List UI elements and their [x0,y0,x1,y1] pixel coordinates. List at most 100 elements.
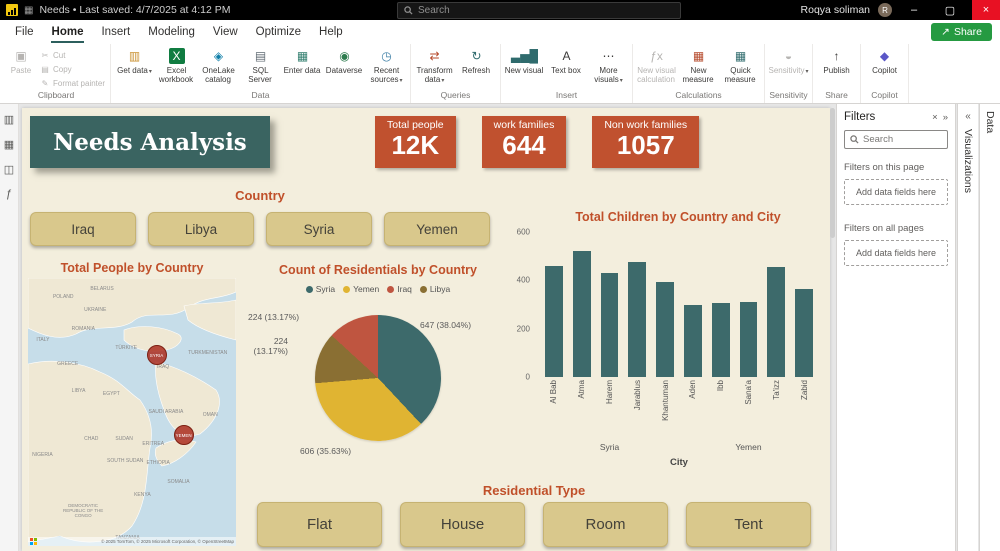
slicer-button[interactable]: Libya [148,212,254,246]
map-data-bubble[interactable]: SYRIA [146,345,167,365]
slicer-button[interactable]: Syria [266,212,372,246]
ribbon-button[interactable]: ◉ Dataverse [325,49,363,75]
expand-pane-icon[interactable]: « [965,111,971,122]
map-country-label: SOUTH SUDAN [107,457,144,464]
ribbon-button[interactable]: ▤ SQL Server [248,49,272,85]
dax-query-view-icon[interactable]: ƒ [5,188,13,200]
ribbon-button[interactable]: A Text box [551,49,581,75]
publish-button[interactable]: ↑ Publish [823,49,850,75]
menu-item[interactable]: Modeling [148,26,195,38]
residential-slicer: Flat House Room Tent [257,502,811,547]
share-button[interactable]: ↗ Share [931,23,992,41]
bar[interactable] [711,303,730,377]
maximize-button[interactable]: ▢ [944,4,956,17]
bar[interactable] [683,304,702,377]
collapse-pane-icon[interactable]: » [942,111,948,123]
bar-chart-group-labels: Syria Yemen [540,442,818,452]
bar[interactable] [600,273,619,377]
publish-icon: ↑ [833,49,840,63]
legend-item[interactable]: Libya [419,284,450,294]
map-country-label: KENYA [134,492,151,499]
pie-chart[interactable] [315,315,441,441]
avatar[interactable]: R [878,3,892,17]
ribbon-button[interactable]: ▥ Get data▾ [117,49,152,75]
copy-button[interactable]: ▤ Copy [41,64,72,74]
ribbon-button[interactable]: ▦ Enter data [283,49,321,75]
model-view-icon[interactable]: ◫ [3,164,15,176]
ribbon-button[interactable]: ◒ Sensitivity▾ [768,49,809,75]
clear-filters-icon[interactable]: × [932,111,938,123]
bar[interactable] [767,267,786,377]
tab-data[interactable]: Data [984,111,996,134]
paste-icon: ▣ [15,49,27,63]
country-slicer: Iraq Libya Syria Yemen [30,212,490,246]
filters-dropzone[interactable]: Add data fields here [844,240,948,266]
bar[interactable] [739,302,758,377]
ribbon-button[interactable]: ◷ Recent sources▾ [370,49,403,85]
legend-item[interactable]: Iraq [387,284,412,294]
bar-x-label: Al Bab [549,380,559,404]
ribbon-button-icon: ▤ [254,49,267,63]
slicer-button[interactable]: Tent [686,502,811,547]
kpi-card[interactable]: Non work families 1057 [592,116,700,168]
ribbon-button-icon: ƒx [650,49,663,63]
close-button[interactable]: × [972,0,1000,20]
scrollbar-thumb[interactable] [830,108,835,238]
report-title: Needs Analysis [30,116,270,168]
kpi-card[interactable]: Total people 12K [375,116,456,168]
map-visual[interactable]: BELARUS POLAND UKRAINE ROMANIA ITALY GREECE TÜ… [28,278,236,546]
canvas-scrollbar[interactable] [830,108,835,547]
bar[interactable] [628,262,647,377]
pie-data-label: 224 (13.17%) [248,312,300,322]
ribbon-button[interactable]: ▃▅█ New visual [504,49,544,75]
pie-legend: Syria Yemen Iraq Libya [244,284,512,294]
ribbon-button[interactable]: X Excel workbook [158,48,194,85]
tab-visualizations[interactable]: Visualizations [962,129,974,194]
ribbon-button[interactable]: ◈ OneLake catalog [202,49,235,85]
report-view-icon[interactable]: ▥ [3,114,15,126]
map-country-label: SAUDI ARABIA [148,409,184,416]
ribbon-button-icon: ▦ [692,49,705,63]
waffle-menu-icon[interactable]: ▦ [24,4,34,16]
kpi-card[interactable]: work families 644 [481,116,567,168]
ribbon-button[interactable]: ↻ Refresh [462,49,491,75]
ribbon-button[interactable]: ƒx New visual calculation [637,49,676,85]
filters-dropzone[interactable]: Add data fields here [844,179,948,205]
bar[interactable] [656,281,674,377]
ribbon-button[interactable]: ▦ New measure [682,49,714,85]
bar[interactable] [572,251,591,377]
bar[interactable] [545,265,563,377]
bar-chart[interactable] [540,232,818,377]
slicer-button[interactable]: Room [543,502,668,547]
menu-item[interactable]: Home [43,22,93,43]
menu-item[interactable]: View [212,26,238,38]
minimize-button[interactable]: – [910,4,918,16]
menu-item[interactable]: Optimize [255,26,302,38]
user-name[interactable]: Roqya soliman [800,4,870,16]
cut-button[interactable]: ✂ Cut [41,50,66,60]
slicer-button[interactable]: Flat [257,502,382,547]
data-view-icon[interactable]: ▦ [3,139,15,151]
bar-chart-x-axis-title: City [670,457,688,468]
ribbon-button[interactable]: ⇄ Transform data▾ [416,49,453,85]
menu-item[interactable]: File [15,26,34,38]
titlebar-search-input[interactable]: Search [397,2,681,19]
menu-item[interactable]: Help [319,26,343,38]
legend-item[interactable]: Yemen [343,284,379,294]
map-country-label: ROMANIA [71,326,96,333]
ribbon-button[interactable]: ▦ Quick measure [724,49,756,85]
bar[interactable] [795,288,813,377]
slicer-button[interactable]: Iraq [30,212,136,246]
ribbon-button[interactable]: ⋯ More visuals▾ [594,49,623,85]
map-data-bubble[interactable]: YEMEN [173,425,194,446]
copilot-button[interactable]: ◆ Copilot [872,49,897,75]
slicer-button[interactable]: House [400,502,525,547]
menu-item[interactable]: Insert [101,26,131,38]
legend-item[interactable]: Syria [305,284,335,294]
paste-button[interactable]: ▣ Paste [10,49,32,75]
map-country-label: DEMOCRATIC REPUBLIC OF THE CONGO [63,503,104,519]
map-country-label: IRAQ [156,363,170,370]
filters-search-input[interactable]: Search [844,130,948,149]
format-painter-button[interactable]: ✎ Format painter [41,78,106,88]
slicer-button[interactable]: Yemen [384,212,490,246]
